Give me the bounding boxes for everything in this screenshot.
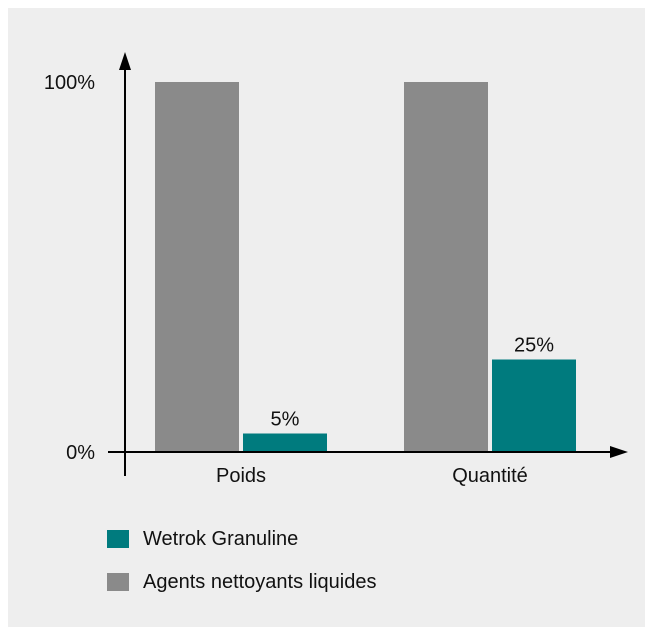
x-tick-label-0: Poids [216, 465, 266, 487]
legend-label: Wetrok Granuline [143, 527, 299, 550]
bar-quantité-series-0 [404, 82, 488, 452]
y-tick-label-0: 0% [66, 442, 95, 464]
legend-label: Agents nettoyants liquides [143, 570, 377, 593]
data-label-poids: 5% [271, 409, 300, 431]
chart-panel [8, 8, 645, 627]
y-tick-label-1: 100% [44, 72, 95, 94]
x-axis-arrow [610, 446, 628, 458]
bar-poids-series-0 [155, 82, 239, 452]
legend-swatch [107, 530, 129, 548]
x-tick-label-1: Quantité [452, 465, 528, 487]
legend-item: Agents nettoyants liquides [107, 570, 377, 594]
bar-poids-series-1 [243, 433, 327, 452]
legend: Wetrok Granuline Agents nettoyants liquid… [107, 527, 377, 613]
legend-item: Wetrok Granuline [107, 527, 377, 551]
legend-swatch [107, 573, 129, 591]
bar-quantité-series-1 [492, 359, 576, 452]
y-axis-arrow [119, 52, 131, 70]
data-label-quantité: 25% [514, 335, 554, 357]
